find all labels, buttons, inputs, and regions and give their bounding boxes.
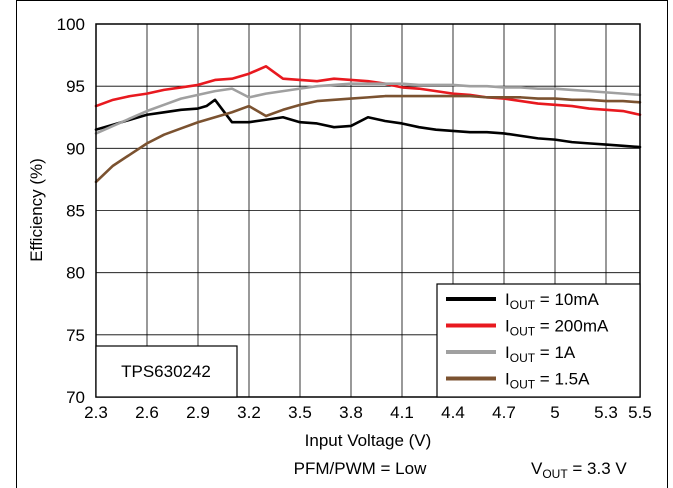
x-tick-label: 3.8 xyxy=(339,403,363,422)
y-tick-label: 80 xyxy=(66,264,85,283)
x-tick-label: 4.4 xyxy=(441,403,465,422)
footer-vout-note: VOUT = 3.3 V xyxy=(531,459,627,481)
series-line-3 xyxy=(94,82,642,135)
x-tick-labels: 2.3 2.6 2.9 3.2 3.5 3.8 4.1 4.4 4.7 5 5.3 5.5 xyxy=(84,403,652,422)
x-tick-label: 2.6 xyxy=(135,403,159,422)
x-tick-label: 4.1 xyxy=(390,403,414,422)
x-tick-label: 5.5 xyxy=(628,403,652,422)
y-tick-label: 100 xyxy=(57,15,85,34)
footer-vout-main: V xyxy=(531,459,543,478)
series-line-4 xyxy=(94,94,642,184)
series-line-2 xyxy=(94,64,642,117)
x-tick-label: 4.7 xyxy=(492,403,516,422)
x-tick-label: 2.3 xyxy=(84,403,108,422)
legend-label-1: IOUT = 10mA xyxy=(505,290,600,312)
series-lines xyxy=(94,64,642,184)
x-tick-label: 5.3 xyxy=(594,403,618,422)
y-tick-labels: 70 75 80 85 90 95 100 xyxy=(57,15,85,407)
y-tick-label: 90 xyxy=(66,139,85,158)
device-label: TPS630242 xyxy=(121,362,211,381)
legend-label-2: IOUT = 200mA xyxy=(505,317,609,339)
y-tick-label: 75 xyxy=(66,326,85,345)
legend-label-3: IOUT = 1A xyxy=(505,343,576,365)
x-axis-label: Input Voltage (V) xyxy=(305,431,432,450)
x-tick-label: 2.9 xyxy=(186,403,210,422)
plot-area xyxy=(95,23,641,398)
footer-vout-rest: = 3.3 V xyxy=(568,459,628,478)
x-tick-label: 5 xyxy=(550,403,559,422)
device-label-box xyxy=(95,345,238,398)
x-tick-label: 3.2 xyxy=(237,403,261,422)
footer-mode-note: PFM/PWM = Low xyxy=(294,459,427,478)
footer-vout-sub: OUT xyxy=(542,467,568,481)
series-line-1 xyxy=(94,98,642,149)
x-tick-label: 3.5 xyxy=(288,403,312,422)
y-axis-label: Efficiency (%) xyxy=(27,158,46,262)
legend-label-4: IOUT = 1.5A xyxy=(505,370,590,392)
y-tick-label: 95 xyxy=(66,77,85,96)
legend: IOUT = 10mA IOUT = 200mA IOUT = 1A IOUT = 1… xyxy=(436,283,641,398)
y-tick-label: 70 xyxy=(66,388,85,407)
y-tick-label: 85 xyxy=(66,202,85,221)
